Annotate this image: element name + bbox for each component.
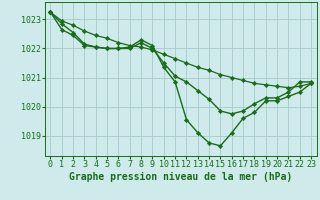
X-axis label: Graphe pression niveau de la mer (hPa): Graphe pression niveau de la mer (hPa) — [69, 172, 292, 182]
